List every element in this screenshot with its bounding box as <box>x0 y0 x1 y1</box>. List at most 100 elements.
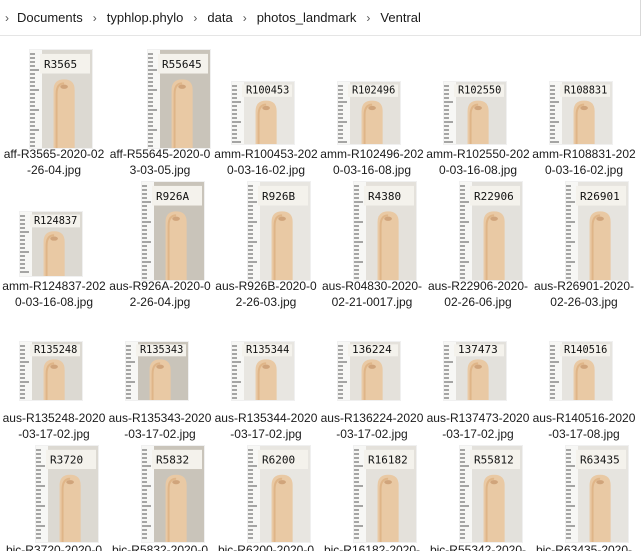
breadcrumb-item-typhlop-phylo[interactable]: typhlop.phylo <box>106 10 184 25</box>
file-name-label: aus-R135248-2020-03-17-02.jpg <box>2 411 106 441</box>
file-name-label: bic-R5832-2020-0 <box>111 543 209 551</box>
file-item[interactable]: R108831 amm-R108831-2020-03-16-02.jpg <box>532 36 636 177</box>
specimen-label-text: R63435 <box>580 454 620 467</box>
photo-thumbnail[interactable]: R100453 <box>232 82 294 144</box>
photo-thumbnail[interactable]: R6200 <box>248 446 310 542</box>
file-item[interactable]: R102496 amm-R102496-2020-03-16-08.jpg <box>320 36 424 177</box>
specimen-label-text: R135344 <box>246 344 289 356</box>
file-item[interactable]: R124837 amm-R124837-2020-03-16-08.jpg <box>2 36 106 309</box>
file-item[interactable]: R63435 bic-R63435-2020- <box>532 36 636 551</box>
file-item[interactable]: R135248 aus-R135248-2020-03-17-02.jpg <box>2 36 106 441</box>
file-item[interactable]: R3565 aff-R3565-2020-02-26-04.jpg <box>2 36 106 177</box>
file-name-label: amm-R102496-2020-03-16-08.jpg <box>320 147 424 177</box>
photo-thumbnail[interactable]: R108831 <box>550 82 612 144</box>
specimen-label-text: 137473 <box>458 343 498 356</box>
specimen-label-text: R140516 <box>564 344 607 356</box>
photo-thumbnail[interactable]: R4380 <box>354 182 416 280</box>
photo-thumbnail[interactable]: R3565 <box>30 50 92 148</box>
photo-thumbnail[interactable]: R135248 <box>20 342 82 400</box>
file-item[interactable]: R140516 aus-R140516-2020-03-17-08.jpg <box>532 36 636 441</box>
photo-thumbnail[interactable]: R140516 <box>550 342 612 400</box>
specimen-label-text: R102496 <box>352 84 395 96</box>
specimen-label-text: R22906 <box>474 190 514 203</box>
file-item[interactable]: R3720 bic-R3720-2020-0 <box>2 36 106 551</box>
photo-thumbnail[interactable]: R63435 <box>566 446 628 542</box>
file-item[interactable]: R102550 amm-R102550-2020-03-16-08.jpg <box>426 36 530 177</box>
file-item[interactable]: R100453 amm-R100453-2020-03-16-02.jpg <box>214 36 318 177</box>
chevron-right-icon[interactable]: › <box>92 10 97 25</box>
specimen-label-text: R3720 <box>50 454 83 467</box>
photo-thumbnail[interactable]: R102550 <box>444 82 506 144</box>
file-item[interactable]: R926B aus-R926B-2020-02-26-03.jpg <box>214 36 318 309</box>
photo-thumbnail[interactable]: R55812 <box>460 446 522 542</box>
file-item[interactable]: 136224 aus-R136224-2020-03-17-02.jpg <box>320 36 424 441</box>
photo-thumbnail[interactable]: R926B <box>248 182 310 280</box>
file-item[interactable]: R55812 bic-R55342-2020- <box>426 36 530 551</box>
file-name-label: aus-R135344-2020-03-17-02.jpg <box>214 411 318 441</box>
file-item[interactable]: 137473 aus-R137473-2020-03-17-02.jpg <box>426 36 530 441</box>
photo-thumbnail[interactable]: R3720 <box>36 446 98 542</box>
file-item[interactable]: R55645 aff-R55645-2020-03-03-05.jpg <box>108 36 212 177</box>
specimen-label-text: R926A <box>156 190 189 203</box>
file-item[interactable]: R135343 aus-R135343-2020-03-17-02.jpg <box>108 36 212 441</box>
specimen-label-text: R26901 <box>580 190 620 203</box>
file-item[interactable]: R16182 bic-R16182-2020- <box>320 36 424 551</box>
file-name-label: bic-R63435-2020- <box>535 543 633 551</box>
chevron-right-icon[interactable]: › <box>5 10 9 25</box>
photo-thumbnail[interactable]: R135344 <box>232 342 294 400</box>
photo-thumbnail[interactable]: R102496 <box>338 82 400 144</box>
photo-thumbnail[interactable]: 137473 <box>444 342 506 400</box>
photo-thumbnail[interactable]: R135343 <box>126 342 188 400</box>
file-name-label: bic-R55342-2020- <box>429 543 527 551</box>
specimen-label-text: R100453 <box>246 84 289 96</box>
photo-thumbnail[interactable]: R16182 <box>354 446 416 542</box>
file-name-label: bic-R16182-2020- <box>323 543 421 551</box>
specimen-label-text: 136224 <box>352 343 392 356</box>
file-item[interactable]: R26901 aus-R26901-2020-02-26-03.jpg <box>532 36 636 309</box>
photo-thumbnail[interactable]: R926A <box>142 182 204 280</box>
specimen-label-text: R3565 <box>44 58 77 71</box>
photo-thumbnail[interactable]: R124837 <box>20 212 82 276</box>
file-name-label: aff-R3565-2020-02-26-04.jpg <box>3 147 105 177</box>
photo-thumbnail[interactable]: 136224 <box>338 342 400 400</box>
file-item[interactable]: R6200 bic-R6200-2020-0 <box>214 36 318 551</box>
file-item[interactable]: R135344 aus-R135344-2020-03-17-02.jpg <box>214 36 318 441</box>
file-item[interactable]: R4380 aus-R04830-2020-02-21-0017.jpg <box>320 36 424 309</box>
file-item[interactable]: R5832 bic-R5832-2020-0 <box>108 36 212 551</box>
specimen-label-text: R55812 <box>474 454 514 467</box>
specimen-label-text: R926B <box>262 190 295 203</box>
file-name-label: aus-R26901-2020-02-26-03.jpg <box>533 279 635 309</box>
file-name-label: bic-R6200-2020-0 <box>217 543 315 551</box>
file-name-label: aus-R22906-2020-02-26-06.jpg <box>427 279 529 309</box>
file-name-label: aus-R135343-2020-03-17-02.jpg <box>108 411 212 441</box>
file-name-label: aus-R136224-2020-03-17-02.jpg <box>320 411 424 441</box>
photo-thumbnail[interactable]: R22906 <box>460 182 522 280</box>
specimen-label-text: R6200 <box>262 454 295 467</box>
file-item[interactable]: R22906 aus-R22906-2020-02-26-06.jpg <box>426 36 530 309</box>
file-name-label: aff-R55645-2020-03-03-05.jpg <box>109 147 211 177</box>
file-name-label: bic-R3720-2020-0 <box>5 543 103 551</box>
file-name-label: aus-R137473-2020-03-17-02.jpg <box>426 411 530 441</box>
breadcrumb-item-data[interactable]: data <box>207 10 233 25</box>
photo-thumbnail[interactable]: R55645 <box>148 50 210 148</box>
file-name-label: aus-R140516-2020-03-17-08.jpg <box>532 411 636 441</box>
file-item[interactable]: R926A aus-R926A-2020-02-26-04.jpg <box>108 36 212 309</box>
file-name-label: amm-R108831-2020-03-16-02.jpg <box>532 147 636 177</box>
breadcrumb-item-ventral[interactable]: Ventral <box>380 10 421 25</box>
breadcrumb: › Documents › typhlop.phylo › data › pho… <box>0 0 641 36</box>
file-name-label: aus-R926B-2020-02-26-03.jpg <box>215 279 317 309</box>
photo-thumbnail[interactable]: R5832 <box>142 446 204 542</box>
specimen-label-text: R124837 <box>34 215 77 227</box>
specimen-label-text: R16182 <box>368 454 408 467</box>
photo-thumbnail[interactable]: R26901 <box>566 182 628 280</box>
chevron-right-icon[interactable]: › <box>366 10 371 25</box>
chevron-right-icon[interactable]: › <box>242 10 247 25</box>
breadcrumb-item-photos-landmark[interactable]: photos_landmark <box>256 10 357 25</box>
file-name-label: amm-R102550-2020-03-16-08.jpg <box>426 147 530 177</box>
file-name-label: amm-R124837-2020-03-16-08.jpg <box>2 279 106 309</box>
breadcrumb-item-documents[interactable]: Documents <box>17 10 83 25</box>
specimen-label-text: R102550 <box>458 84 501 96</box>
specimen-label-text: R4380 <box>368 190 401 203</box>
chevron-right-icon[interactable]: › <box>193 10 198 25</box>
